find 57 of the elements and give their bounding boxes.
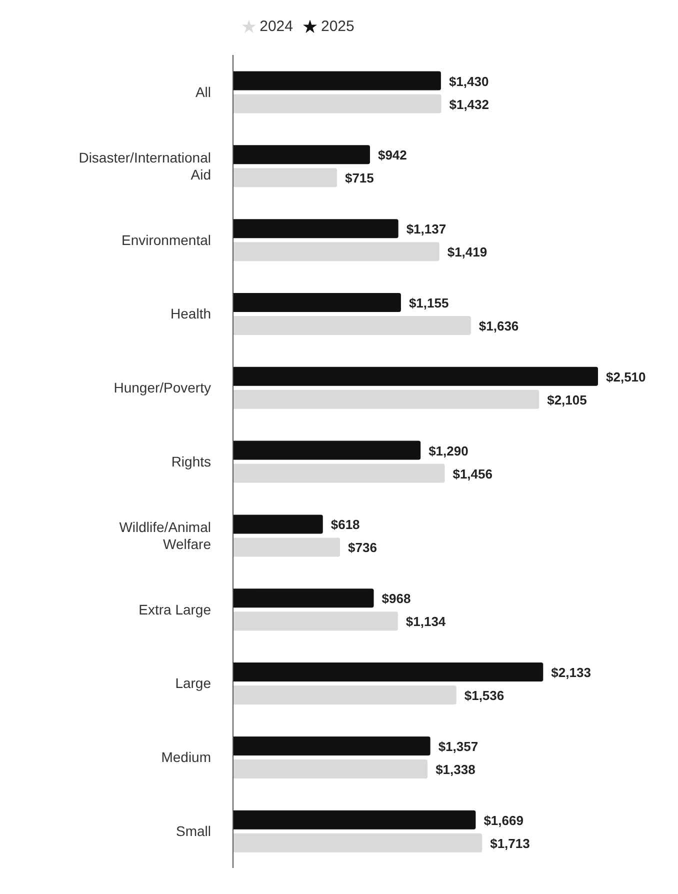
bar [233,759,428,778]
data-label: $1,338 [436,762,476,777]
bar [233,588,374,608]
bar [233,440,421,460]
bar [233,71,441,90]
data-label: $1,357 [438,738,478,754]
data-label: $968 [382,591,411,606]
data-label: $942 [378,148,407,163]
bar [233,145,370,164]
data-label: $1,536 [464,688,504,704]
y-tick-label: Wildlife/Animal Welfare [119,518,212,552]
data-label: $1,419 [447,244,488,260]
bar [233,390,540,409]
bar [233,464,445,483]
bar [233,810,476,830]
y-tick-label: Small [176,823,211,840]
y-tick-label: Medium [161,749,211,766]
y-tick-label: Environmental [122,232,211,248]
data-label: $1,155 [408,295,449,310]
data-label: $2,105 [547,392,587,408]
data-label: $2,133 [551,665,591,680]
data-label: $1,636 [478,318,519,334]
y-tick-label: Large [175,675,212,692]
data-label: $1,137 [406,222,446,237]
data-label: $618 [330,517,360,532]
bar [233,292,401,312]
bar [233,242,440,262]
data-label: $1,290 [428,443,468,458]
data-label: $715 [344,170,374,186]
bar [233,514,323,534]
data-label: $1,669 [484,812,524,828]
bar [233,612,398,631]
y-tick-label: Disaster/International Aid [78,149,211,182]
data-label: $2,510 [606,369,646,384]
bar [233,168,337,188]
bar [233,833,482,852]
bar [233,736,430,756]
data-label: $1,134 [406,614,446,630]
legend-label: 2024 [260,18,293,35]
y-tick-label: Rights [171,454,211,470]
bar [233,538,340,557]
y-tick-label: All [195,84,211,100]
data-label: $1,432 [449,96,490,112]
data-label: $736 [348,540,377,556]
data-label: $1,456 [452,466,492,482]
bar [233,662,544,682]
bar [233,366,598,386]
bar [233,686,456,705]
bar [233,316,471,335]
y-tick-label: Health [170,306,211,322]
y-tick-label: Hunger/Poverty [114,380,211,396]
data-label: $1,430 [448,74,489,89]
bar [233,94,442,114]
data-label: $1,713 [490,836,530,851]
y-tick-label: Extra Large [138,601,212,618]
bar [233,219,398,238]
legend-label: 2025 [321,18,354,35]
